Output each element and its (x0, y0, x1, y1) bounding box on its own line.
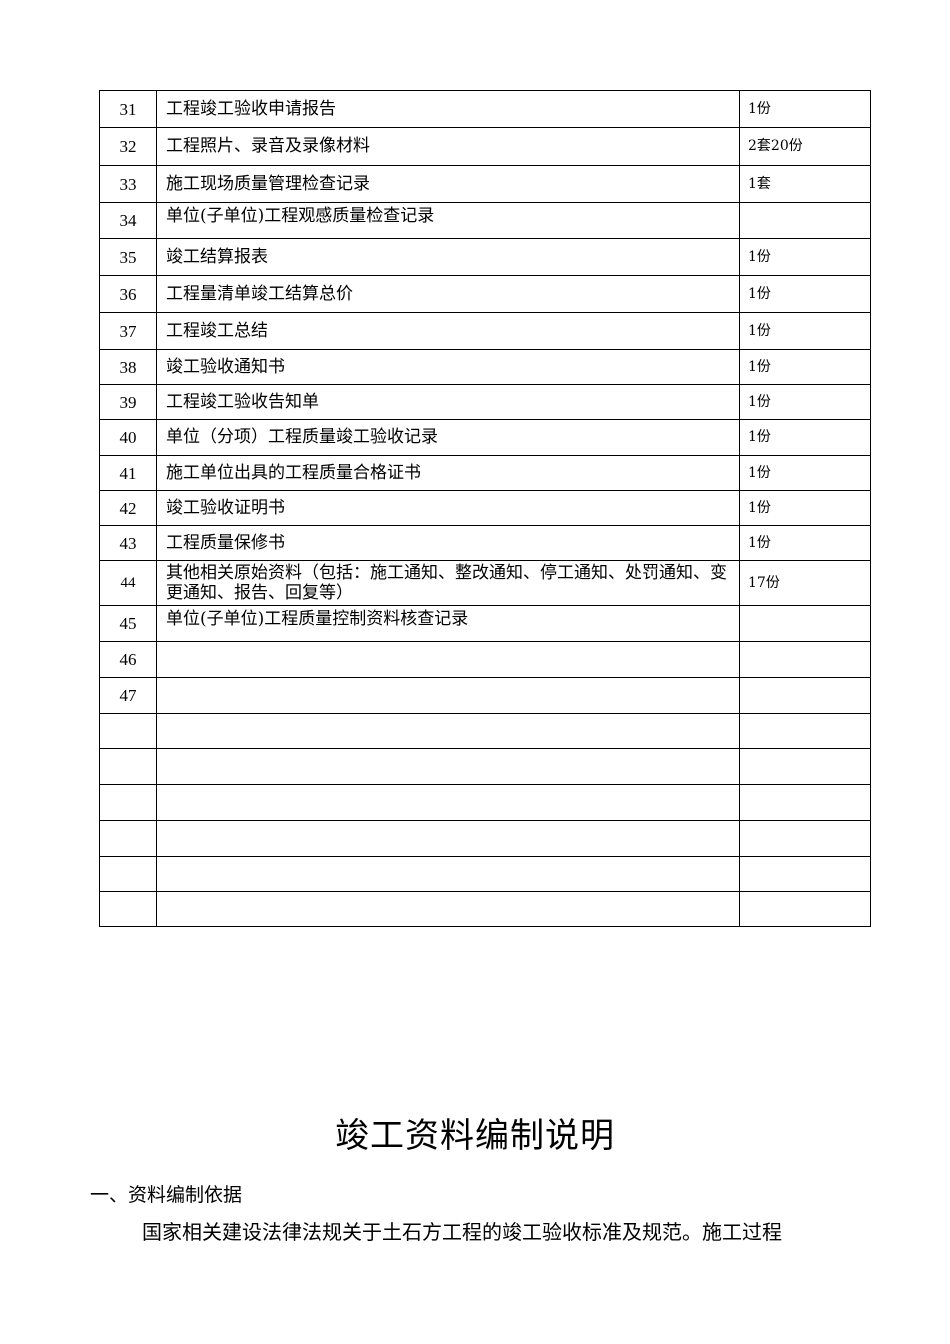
row-number-cell: 39 (99, 384, 157, 420)
row-number-cell: 41 (99, 455, 157, 491)
table-row: 36 工程量清单竣工结算总价 1份 (99, 275, 871, 313)
row-number-cell (99, 820, 157, 857)
table-row (99, 820, 871, 857)
item-name-cell: 竣工验收通知书 (156, 349, 740, 385)
table-row: 41 施工单位出具的工程质量合格证书 1份 (99, 455, 871, 491)
item-name-cell (156, 820, 740, 857)
section-heading: 一、资料编制依据 (90, 1184, 243, 1206)
quantity-cell (739, 748, 871, 785)
row-number-cell (99, 713, 157, 749)
item-name-cell: 竣工验收证明书 (156, 490, 740, 526)
item-name-cell: 施工现场质量管理检查记录 (156, 165, 740, 203)
section-title: 竣工资料编制说明 (335, 1116, 615, 1156)
row-number-cell: 43 (99, 525, 157, 561)
table-row: 44 其他相关原始资料（包括：施工通知、整改通知、停工通知、处罚通知、变更通知、报… (99, 560, 871, 606)
quantity-cell: 1份 (739, 455, 871, 491)
quantity-cell (739, 641, 871, 678)
item-name-cell (156, 891, 740, 927)
table-row: 47 (99, 677, 871, 714)
item-name-cell: 工程质量保修书 (156, 525, 740, 561)
quantity-cell (739, 605, 871, 642)
item-name-cell (156, 748, 740, 785)
row-number-cell (99, 784, 157, 821)
table-row: 40 单位（分项）工程质量竣工验收记录 1份 (99, 419, 871, 456)
item-name-cell (156, 784, 740, 821)
quantity-cell: 2套20份 (739, 127, 871, 166)
quantity-cell: 1份 (739, 349, 871, 385)
item-name-cell: 工程竣工总结 (156, 312, 740, 350)
item-name-cell: 单位(子单位)工程观感质量检查记录 (156, 202, 740, 239)
item-name-cell: 工程量清单竣工结算总价 (156, 275, 740, 313)
table-row (99, 748, 871, 785)
quantity-cell: 1份 (739, 490, 871, 526)
quantity-cell: 1份 (739, 275, 871, 313)
quantity-cell (739, 891, 871, 927)
row-number-cell: 36 (99, 275, 157, 313)
row-number-cell: 31 (99, 90, 157, 128)
row-number-cell: 40 (99, 419, 157, 456)
table-row: 35 竣工结算报表 1份 (99, 238, 871, 276)
row-number-cell: 35 (99, 238, 157, 276)
row-number-cell: 32 (99, 127, 157, 166)
table-row: 43 工程质量保修书 1份 (99, 525, 871, 561)
item-name-cell (156, 677, 740, 714)
quantity-cell: 1份 (739, 419, 871, 456)
quantity-cell: 1份 (739, 90, 871, 128)
table-row: 38 竣工验收通知书 1份 (99, 349, 871, 385)
table-row (99, 713, 871, 749)
quantity-cell (739, 677, 871, 714)
table-row: 32 工程照片、录音及录像材料 2套20份 (99, 127, 871, 166)
item-name-cell: 竣工结算报表 (156, 238, 740, 276)
table-row: 46 (99, 641, 871, 678)
row-number-cell: 44 (99, 560, 157, 606)
quantity-cell: 1份 (739, 525, 871, 561)
quantity-cell: 1份 (739, 238, 871, 276)
table-row: 42 竣工验收证明书 1份 (99, 490, 871, 526)
row-number-cell: 37 (99, 312, 157, 350)
item-name-cell (156, 856, 740, 892)
section-paragraph: 国家相关建设法律法规关于土石方工程的竣工验收标准及规范。施工过程 (142, 1220, 782, 1244)
quantity-cell: 1套 (739, 165, 871, 203)
item-name-cell (156, 713, 740, 749)
row-number-cell (99, 748, 157, 785)
row-number-cell (99, 856, 157, 892)
table-row (99, 784, 871, 821)
row-number-cell: 33 (99, 165, 157, 203)
quantity-cell: 1份 (739, 312, 871, 350)
item-name-cell: 其他相关原始资料（包括：施工通知、整改通知、停工通知、处罚通知、变更通知、报告、… (156, 560, 740, 606)
row-number-cell: 34 (99, 202, 157, 239)
row-number-cell: 42 (99, 490, 157, 526)
row-number-cell: 45 (99, 605, 157, 642)
row-number-cell: 38 (99, 349, 157, 385)
table-row (99, 891, 871, 927)
quantity-cell (739, 784, 871, 821)
item-name-cell: 施工单位出具的工程质量合格证书 (156, 455, 740, 491)
quantity-cell: 1份 (739, 384, 871, 420)
table-row: 31 工程竣工验收申请报告 1份 (99, 90, 871, 128)
item-name-cell: 单位（分项）工程质量竣工验收记录 (156, 419, 740, 456)
row-number-cell: 46 (99, 641, 157, 678)
item-name-cell (156, 641, 740, 678)
table-row: 39 工程竣工验收告知单 1份 (99, 384, 871, 420)
item-name-cell: 工程竣工验收告知单 (156, 384, 740, 420)
item-name-cell: 工程竣工验收申请报告 (156, 90, 740, 128)
table-row: 33 施工现场质量管理检查记录 1套 (99, 165, 871, 203)
quantity-cell (739, 202, 871, 239)
quantity-cell (739, 713, 871, 749)
table-row: 37 工程竣工总结 1份 (99, 312, 871, 350)
item-name-cell: 工程照片、录音及录像材料 (156, 127, 740, 166)
quantity-cell (739, 820, 871, 857)
row-number-cell (99, 891, 157, 927)
quantity-cell (739, 856, 871, 892)
document-list-table: 31 工程竣工验收申请报告 1份 32 工程照片、录音及录像材料 2套20份 33 施工现场质… (99, 90, 871, 927)
item-name-cell: 单位(子单位)工程质量控制资料核查记录 (156, 605, 740, 642)
table-row: 34 单位(子单位)工程观感质量检查记录 (99, 202, 871, 239)
table-row: 45 单位(子单位)工程质量控制资料核查记录 (99, 605, 871, 642)
table-row (99, 856, 871, 892)
quantity-cell: 17份 (739, 560, 871, 606)
row-number-cell: 47 (99, 677, 157, 714)
